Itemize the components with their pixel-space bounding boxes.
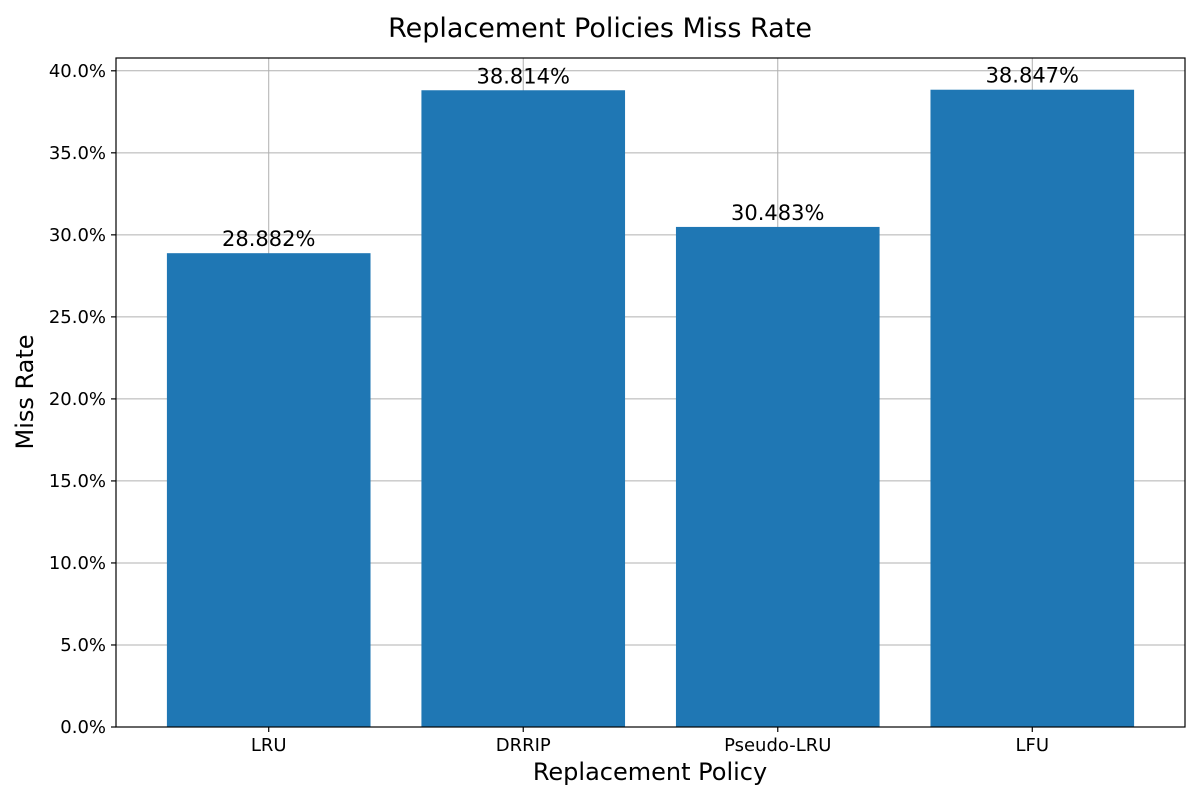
bar-value-label: 30.483%: [731, 201, 824, 225]
bar-value-labels: 28.882% 38.814% 30.483% 38.847%: [222, 64, 1079, 251]
x-tick-label: LFU: [1016, 735, 1050, 756]
x-axis-ticks: LRU DRRIP Pseudo-LRU LFU: [251, 727, 1049, 756]
bar-value-label: 28.882%: [222, 227, 315, 251]
bars: [166, 89, 1135, 728]
y-tick-label: 20.0%: [49, 389, 106, 410]
y-axis-ticks: 0.0% 5.0% 10.0% 15.0% 20.0% 25.0% 30.0% 35.0% 40…: [49, 61, 116, 738]
bar-drrip: [421, 90, 626, 727]
x-tick-label: LRU: [251, 735, 287, 756]
plot-frame: [115, 57, 1186, 728]
bar-lfu: [930, 89, 1135, 727]
y-tick-label: 25.0%: [49, 307, 106, 328]
x-tick-label: DRRIP: [496, 735, 551, 756]
y-tick-label: 30.0%: [49, 225, 106, 246]
chart-title: Replacement Policies Miss Rate: [388, 13, 812, 44]
x-axis-label: Replacement Policy: [533, 758, 767, 786]
y-tick-label: 5.0%: [60, 635, 106, 656]
y-axis-label: Miss Rate: [11, 334, 39, 449]
bar-pseudo-lru: [675, 226, 880, 727]
bar-value-label: 38.814%: [477, 64, 570, 88]
y-tick-label: 35.0%: [49, 143, 106, 164]
y-tick-label: 15.0%: [49, 471, 106, 492]
y-tick-label: 10.0%: [49, 553, 106, 574]
bar-value-label: 38.847%: [986, 64, 1079, 88]
y-tick-label: 0.0%: [60, 717, 106, 738]
y-tick-label: 40.0%: [49, 61, 106, 82]
x-tick-label: Pseudo-LRU: [724, 735, 831, 756]
bar-lru: [166, 253, 371, 728]
